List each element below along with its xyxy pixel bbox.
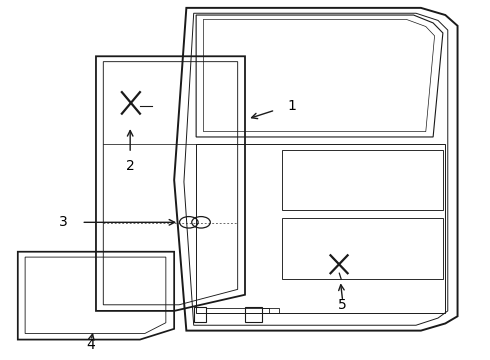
Text: 5: 5 xyxy=(339,298,347,312)
Text: 4: 4 xyxy=(87,338,96,352)
Text: 2: 2 xyxy=(126,159,135,173)
Text: 1: 1 xyxy=(287,99,296,113)
Text: 3: 3 xyxy=(59,215,68,229)
